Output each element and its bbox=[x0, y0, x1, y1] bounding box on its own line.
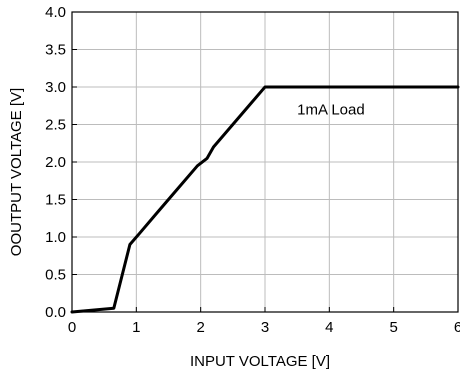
y-tick-label: 0.5 bbox=[45, 267, 66, 284]
x-tick-label: 4 bbox=[325, 319, 333, 336]
y-tick-label: 2.5 bbox=[45, 117, 66, 134]
x-tick-label: 2 bbox=[196, 319, 204, 336]
x-tick-label: 6 bbox=[454, 319, 460, 336]
x-tick-label: 0 bbox=[68, 319, 76, 336]
y-tick-label: 4.0 bbox=[45, 4, 66, 21]
grid bbox=[72, 12, 458, 312]
x-tick-label: 3 bbox=[261, 319, 269, 336]
x-axis-title: INPUT VOLTAGE [V] bbox=[190, 353, 330, 370]
y-tick-label: 1.0 bbox=[45, 229, 66, 246]
annotation-label: 1mA Load bbox=[297, 102, 365, 119]
series-line bbox=[70, 85, 460, 314]
x-tick-label: 5 bbox=[389, 319, 397, 336]
y-tick-label: 1.5 bbox=[45, 192, 66, 209]
axis-ticks: 0 1 2 3 4 5 6 0.0 0.5 1.0 1.5 2.0 2.5 3.0 3.5 4.0 bbox=[45, 4, 460, 336]
y-tick-label: 2.0 bbox=[45, 154, 66, 171]
y-tick-label: 3.0 bbox=[45, 79, 66, 96]
y-tick-label: 3.5 bbox=[45, 42, 66, 59]
y-tick-label: 0.0 bbox=[45, 304, 66, 321]
x-tick-label: 1 bbox=[132, 319, 140, 336]
series-layer bbox=[70, 85, 460, 314]
y-axis-title: OOUTPUT VOLTAGE [V] bbox=[8, 88, 25, 256]
